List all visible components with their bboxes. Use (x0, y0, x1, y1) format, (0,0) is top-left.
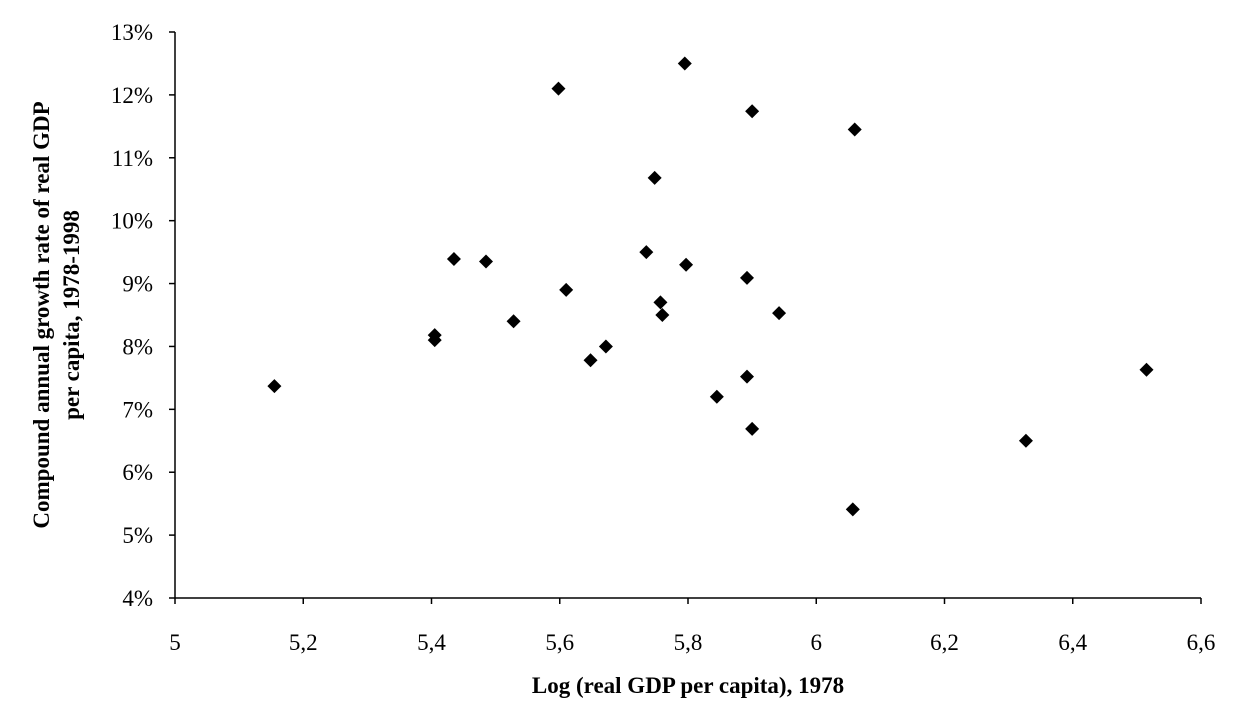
data-point (267, 379, 282, 394)
x-tick-label: 5,8 (674, 630, 703, 655)
data-point (709, 389, 724, 404)
x-tick-label: 5,6 (545, 630, 574, 655)
y-tick-label: 4% (122, 586, 153, 611)
data-point (446, 252, 461, 267)
x-axis-ticks: 5 5,2 5,4 5,6 5,8 6 6,2 6,4 6,6 (169, 598, 1215, 655)
data-point (647, 170, 662, 185)
y-tick-label: 7% (122, 397, 153, 422)
x-tick-label: 5 (169, 630, 181, 655)
y-tick-label: 9% (122, 272, 153, 297)
y-tick-label: 5% (122, 523, 153, 548)
y-tick-label: 6% (122, 460, 153, 485)
y-tick-label: 10% (111, 209, 153, 234)
data-point (551, 81, 566, 96)
data-points (267, 56, 1154, 517)
data-point (559, 282, 574, 297)
data-point (479, 254, 494, 269)
data-point (639, 245, 654, 260)
x-tick-label: 5,4 (417, 630, 446, 655)
data-point (679, 257, 694, 272)
y-axis-title: Compound annual growth rate of real GDP … (29, 101, 84, 528)
data-point (1018, 433, 1033, 448)
data-point (739, 270, 754, 285)
data-point (772, 306, 787, 321)
data-point (847, 122, 862, 137)
data-point (677, 56, 692, 71)
data-point (653, 295, 668, 310)
data-point (583, 353, 598, 368)
y-tick-label: 12% (111, 83, 153, 108)
x-tick-label: 6,2 (930, 630, 959, 655)
y-axis-title-line-2: per capita, 1978-1998 (59, 210, 84, 420)
data-point (739, 369, 754, 384)
y-axis-ticks: 4% 5% 6% 7% 8% 9% 10% 11% 12% 13% (111, 20, 175, 611)
data-point (427, 333, 442, 348)
x-tick-label: 6,4 (1058, 630, 1087, 655)
data-point (845, 502, 860, 517)
x-tick-label: 5,2 (289, 630, 318, 655)
data-point (598, 339, 613, 354)
x-tick-label: 6 (811, 630, 823, 655)
x-axis-title: Log (real GDP per capita), 1978 (532, 673, 844, 698)
y-axis-title-line-1: Compound annual growth rate of real GDP (29, 101, 54, 528)
x-tick-label: 6,6 (1187, 630, 1216, 655)
data-point (745, 104, 760, 119)
y-tick-label: 13% (111, 20, 153, 45)
y-tick-label: 11% (112, 146, 153, 171)
data-point (506, 314, 521, 329)
data-point (655, 308, 670, 322)
y-tick-label: 8% (122, 334, 153, 359)
data-point (1139, 362, 1154, 377)
data-point (745, 421, 760, 436)
